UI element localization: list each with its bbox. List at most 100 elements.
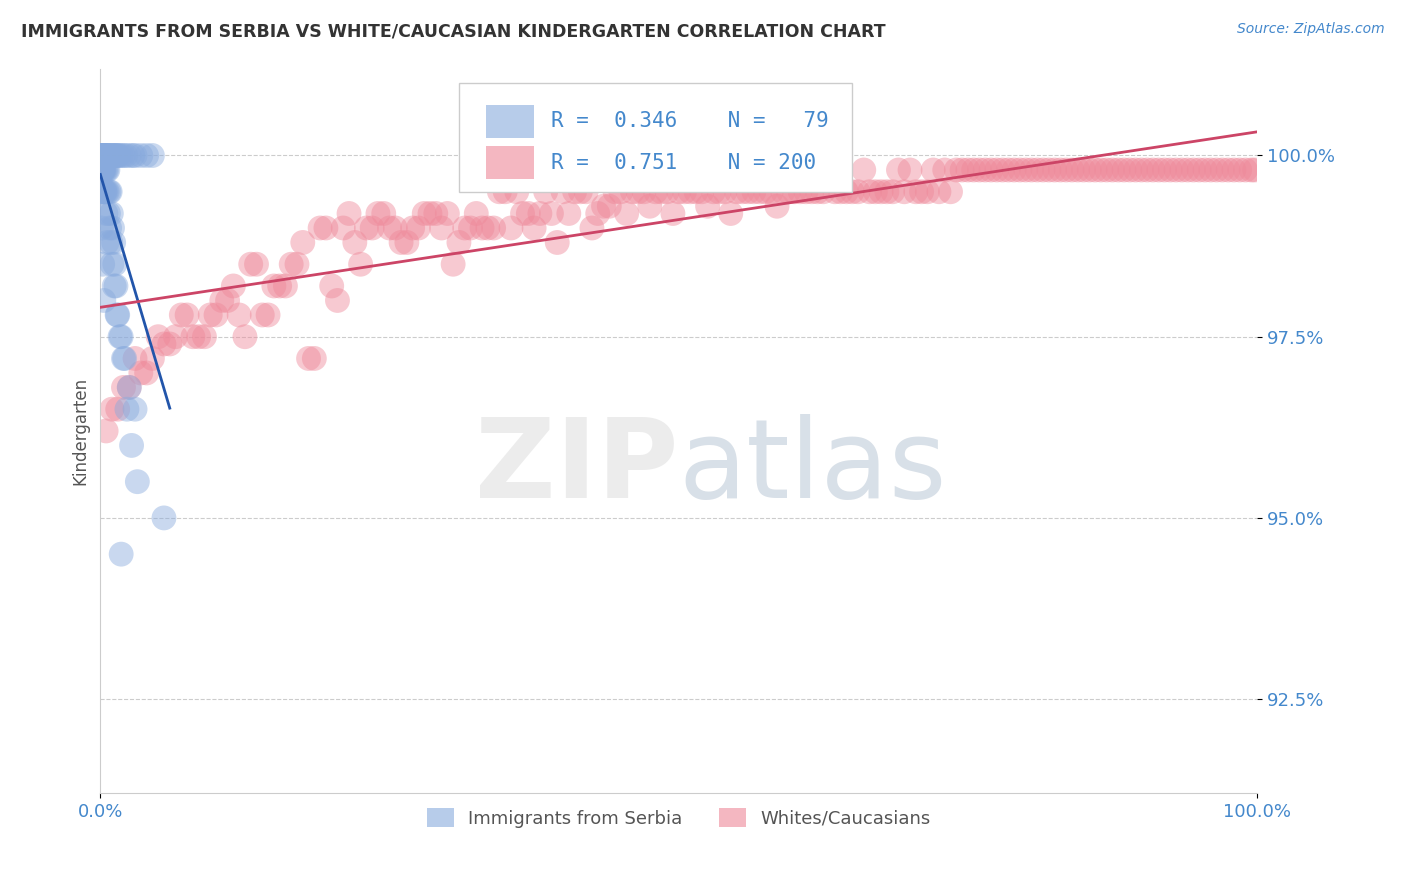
Point (824, 185, 846, 199)
Point (91, 185, 114, 199)
Point (112, 148, 135, 162)
Point (181, 329, 204, 343)
Point (349, 257, 371, 271)
Point (754, 185, 776, 199)
Point (696, 199, 718, 213)
Point (1125, 163, 1147, 178)
Point (205, 308, 228, 322)
Point (110, 148, 132, 162)
Point (107, 308, 129, 322)
Point (135, 366, 157, 380)
Point (124, 351, 146, 366)
Point (104, 257, 127, 271)
Point (124, 148, 146, 162)
Point (401, 221, 423, 235)
Point (176, 308, 198, 322)
Point (569, 185, 592, 199)
Point (389, 235, 412, 250)
Point (97, 148, 120, 162)
Point (1229, 163, 1251, 178)
Point (101, 148, 124, 162)
Point (789, 185, 811, 199)
Point (153, 511, 176, 525)
Point (93, 148, 115, 162)
Point (141, 351, 163, 366)
Point (100, 235, 122, 250)
Point (1164, 163, 1187, 178)
Point (778, 185, 800, 199)
Point (910, 185, 932, 199)
Point (1211, 163, 1233, 178)
Point (1002, 163, 1025, 178)
Point (170, 308, 193, 322)
Point (813, 185, 835, 199)
Point (1171, 163, 1194, 178)
Point (1194, 163, 1216, 178)
Point (616, 206, 638, 220)
Point (482, 221, 505, 235)
Point (141, 148, 163, 162)
Point (98, 185, 121, 199)
Point (841, 185, 863, 199)
Point (512, 206, 534, 220)
Point (94, 185, 117, 199)
Point (269, 279, 291, 293)
Point (945, 163, 967, 178)
Point (997, 163, 1019, 178)
Point (378, 221, 401, 235)
Point (96, 185, 118, 199)
Point (94, 185, 117, 199)
Point (263, 279, 285, 293)
Point (575, 185, 598, 199)
Point (165, 329, 187, 343)
Point (662, 206, 685, 220)
Point (153, 337, 176, 351)
Point (865, 185, 887, 199)
Point (1223, 163, 1246, 178)
Point (928, 185, 950, 199)
Point (581, 221, 603, 235)
Point (98, 185, 121, 199)
Point (107, 402, 129, 417)
Point (986, 163, 1008, 178)
Point (917, 185, 939, 199)
Point (107, 148, 129, 162)
Point (592, 199, 614, 213)
Point (1015, 163, 1038, 178)
Point (384, 221, 406, 235)
Point (91, 148, 114, 162)
Point (112, 351, 135, 366)
Point (904, 185, 927, 199)
Point (685, 185, 707, 199)
Point (105, 308, 128, 322)
Point (934, 163, 956, 178)
Point (361, 221, 384, 235)
Point (94, 148, 117, 162)
Point (1090, 163, 1112, 178)
Point (91, 257, 114, 271)
Point (1021, 163, 1043, 178)
Point (94, 424, 117, 438)
Point (118, 380, 141, 394)
Point (90, 148, 112, 162)
Text: R =  0.751    N = 200: R = 0.751 N = 200 (551, 153, 817, 173)
Point (104, 279, 127, 293)
Point (846, 185, 869, 199)
Point (870, 185, 893, 199)
Point (546, 235, 568, 250)
Point (395, 235, 418, 250)
Point (441, 257, 464, 271)
FancyBboxPatch shape (485, 146, 534, 179)
Point (494, 185, 516, 199)
Point (280, 257, 302, 271)
Point (668, 185, 690, 199)
Point (761, 185, 783, 199)
Point (882, 185, 904, 199)
Point (714, 185, 737, 199)
Point (100, 206, 122, 220)
Point (1101, 163, 1123, 178)
Point (1130, 163, 1153, 178)
Point (408, 221, 430, 235)
Point (1060, 163, 1083, 178)
FancyBboxPatch shape (458, 83, 852, 192)
